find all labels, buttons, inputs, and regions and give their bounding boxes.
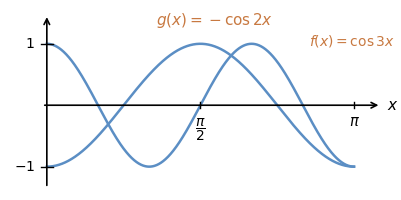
Text: $f(x) = \cos 3x$: $f(x) = \cos 3x$ [308,33,394,49]
Text: $x$: $x$ [386,98,398,113]
Text: $g(x) = -\cos 2x$: $g(x) = -\cos 2x$ [156,11,273,30]
Text: $\dfrac{\pi}{2}$: $\dfrac{\pi}{2}$ [194,116,205,143]
Text: $\pi$: $\pi$ [348,114,358,129]
Text: $1$: $1$ [25,37,35,51]
Text: $-1$: $-1$ [14,160,35,174]
